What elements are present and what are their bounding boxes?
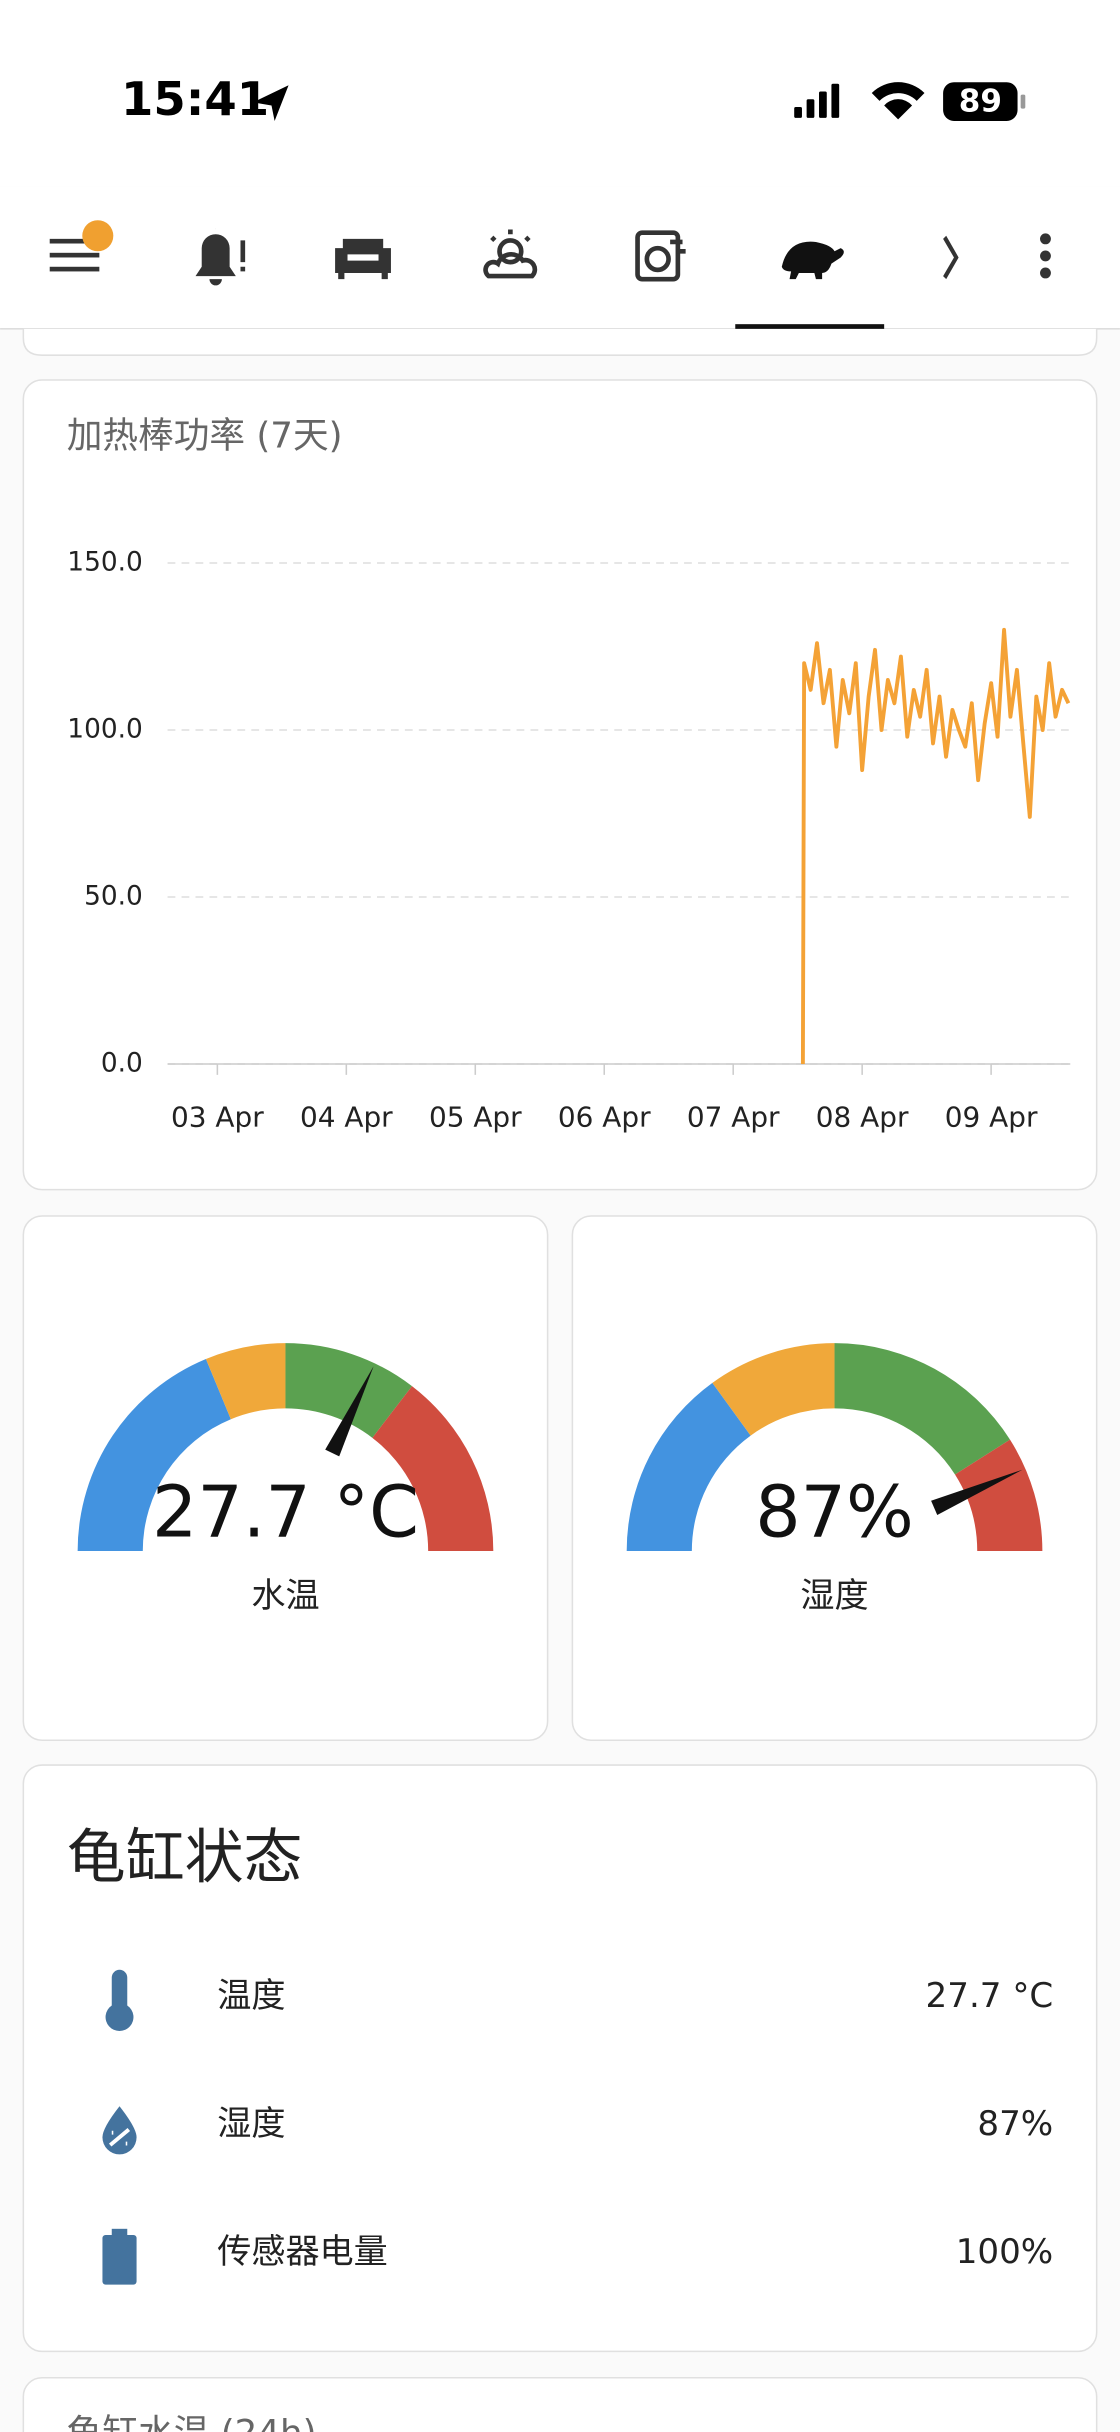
entities-title: 龟缸状态 [67,1822,303,1891]
y-tick-label: 50.0 [84,882,143,912]
tab-bar [0,186,1120,329]
battery-cap [111,2228,128,2236]
tab-energy[interactable] [943,235,959,280]
gauge-segment [205,1343,286,1420]
gauge-segment [834,1343,1011,1475]
battery-level: 89 [959,83,1002,119]
gauge-segment [372,1386,494,1552]
x-tick-label: 05 Apr [429,1100,522,1133]
y-tick-label: 0.0 [101,1049,143,1079]
gauge-value: 87% [755,1470,914,1553]
location-icon [252,85,289,121]
active-tab-indicator [735,324,885,331]
x-tick-label: 03 Apr [171,1100,264,1133]
entity-state[interactable]: 87% [977,2104,1053,2144]
entities-card [22,1764,1098,2353]
tab-turtle[interactable] [781,241,844,280]
gauge-card[interactable] [571,1215,1098,1742]
tab-weather[interactable] [483,229,538,279]
clock: 15:41 [121,72,269,126]
gauges: 27.7 °C 水温 87% 湿度 [77,1343,1043,1616]
y-tick-label: 150.0 [67,548,142,578]
next-card-title: 龟缸水温 (24h) [67,2413,317,2432]
x-tick-label: 09 Apr [945,1100,1038,1133]
x-tick-label: 08 Apr [816,1100,909,1133]
percent-glyph [108,2128,131,2147]
battery-icon [943,82,1018,121]
next-card [22,2376,1098,2432]
gauge-card[interactable] [22,1215,549,1742]
x-tick-label: 04 Apr [300,1100,393,1133]
x-tick-label: 06 Apr [558,1100,651,1133]
signal-icon [794,83,840,118]
entity-state[interactable]: 27.7 °C [926,1976,1054,2016]
status-bar [0,0,1120,187]
tab-washer[interactable] [635,230,686,282]
overflow-button[interactable] [1040,233,1051,279]
tab-living-room[interactable] [335,238,391,280]
entity-name[interactable]: 湿度 [217,2104,285,2144]
previous-card [22,328,1098,356]
entity-name[interactable]: 温度 [217,1976,285,2016]
gauge-segment [626,1382,751,1552]
chart-title: 加热棒功率 (7天) [67,415,343,456]
gauge-segment [285,1343,412,1438]
entity-rows: 温度 27.7 °C 湿度 87% 传感器电量 100% [217,1976,1053,2272]
gauge-name: 水温 [251,1576,319,1616]
entity-name[interactable]: 传感器电量 [217,2232,388,2272]
menu-button[interactable] [49,220,114,272]
gauge-segment [712,1343,835,1436]
chart: 0.0 50.0 100.0 150.0 03 Apr 04 Apr 05 Apr 06 Ap… [67,548,1071,1133]
gauge-needle [931,1469,1023,1516]
series-line [800,627,1071,1065]
tab-alerts[interactable] [195,228,246,286]
battery-sensor-icon [102,2235,137,2285]
gauge-name: 湿度 [800,1576,868,1616]
battery-tip [1020,94,1026,109]
gauge-segment [955,1439,1043,1552]
chart-card [22,379,1098,1191]
gauge-segment [77,1359,231,1552]
wifi-icon [871,82,925,120]
gauge-needle [325,1366,374,1457]
thermometer-icon [105,1969,134,2032]
x-tick-label: 07 Apr [687,1100,780,1133]
y-tick-label: 100.0 [67,715,142,745]
entity-state[interactable]: 100% [956,2232,1054,2272]
gauge-value: 27.7 °C [152,1470,419,1553]
